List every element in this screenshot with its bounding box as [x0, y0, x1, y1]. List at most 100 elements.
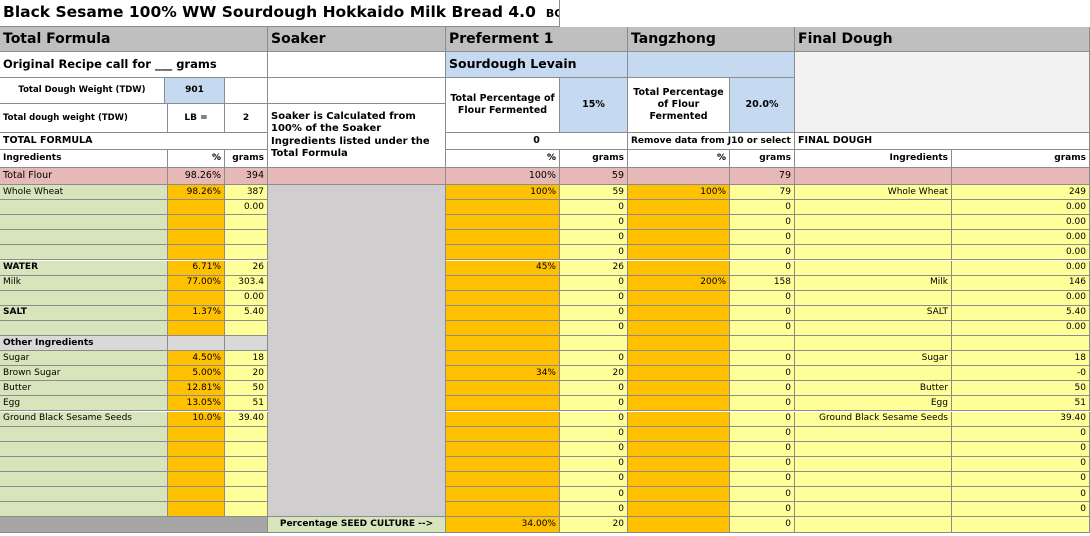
- total-flour-cell: [795, 168, 952, 185]
- ingredient-cell: [168, 230, 225, 246]
- ingredient-cell: Milk: [0, 275, 168, 291]
- ingredient-cell: Sugar: [795, 351, 952, 367]
- original-recipe: Original Recipe call for ___ grams: [0, 52, 268, 78]
- ingredient-cell: [795, 366, 952, 382]
- column-header: %: [446, 150, 560, 168]
- ingredient-cell: 0: [952, 456, 1090, 472]
- ingredient-cell: [0, 290, 168, 306]
- ingredient-cell: [446, 351, 560, 367]
- ingredient-cell: [0, 502, 168, 518]
- ingredient-cell: 34%: [446, 366, 560, 382]
- column-header: grams: [730, 150, 795, 168]
- ingredient-cell: 0: [730, 305, 795, 321]
- ingredient-cell: [446, 275, 560, 291]
- ingredient-cell: 0: [560, 471, 628, 487]
- column-header: grams: [952, 150, 1090, 168]
- ingredient-cell: [446, 381, 560, 397]
- ingredient-cell: 0: [560, 487, 628, 503]
- ingredient-cell: [446, 396, 560, 412]
- ingredient-cell: 0: [560, 200, 628, 216]
- ingredient-cell: 18: [952, 351, 1090, 367]
- ingredient-cell: [168, 336, 225, 352]
- ingredient-cell: 50: [952, 381, 1090, 397]
- ingredient-cell: [795, 320, 952, 336]
- ingredient-cell: Whole Wheat: [0, 185, 168, 201]
- ingredient-cell: [446, 290, 560, 306]
- ingredient-cell: 26: [225, 260, 268, 276]
- total-flour-cell: [952, 168, 1090, 185]
- tdw-value: 901: [165, 78, 225, 104]
- blank: [0, 517, 268, 533]
- ingredient-cell: 0: [730, 260, 795, 276]
- ingredient-cell: [628, 502, 730, 518]
- ingredient-cell: [0, 200, 168, 216]
- ingredient-cell: [225, 426, 268, 442]
- ingredient-cell: 79: [730, 185, 795, 201]
- ingredient-cell: [225, 456, 268, 472]
- ingredient-cell: [795, 487, 952, 503]
- total-flour-cell: 79: [730, 168, 795, 185]
- lb-value: 2: [225, 104, 268, 133]
- ingredient-cell: 39.40: [225, 411, 268, 427]
- ingredient-cell: WATER: [0, 260, 168, 276]
- column-header: %: [168, 150, 225, 168]
- ingredient-cell: 0: [730, 230, 795, 246]
- ingredient-cell: [628, 230, 730, 246]
- ingredient-cell: 0.00: [952, 245, 1090, 261]
- ingredient-cell: [628, 215, 730, 231]
- ingredient-cell: [168, 200, 225, 216]
- ingredient-cell: 10.0%: [168, 411, 225, 427]
- ingredient-cell: [225, 215, 268, 231]
- blank: [225, 78, 268, 104]
- ingredient-cell: 12.81%: [168, 381, 225, 397]
- ingredient-cell: [628, 351, 730, 367]
- ingredient-cell: 0: [730, 426, 795, 442]
- ingredient-cell: [225, 502, 268, 518]
- ingredient-cell: [952, 336, 1090, 352]
- ingredient-cell: 50: [225, 381, 268, 397]
- ingredient-cell: 26: [560, 260, 628, 276]
- ingredient-cell: [168, 471, 225, 487]
- ingredient-cell: 0: [560, 245, 628, 261]
- section-header: Preferment 1: [446, 27, 628, 52]
- ingredient-cell: [446, 426, 560, 442]
- ingredient-cell: 0: [730, 471, 795, 487]
- final-dough-label: FINAL DOUGH: [795, 133, 1090, 150]
- ingredient-cell: 45%: [446, 260, 560, 276]
- ingredient-cell: [0, 441, 168, 457]
- ingredient-cell: 0: [730, 320, 795, 336]
- ingredient-cell: 5.40: [225, 305, 268, 321]
- ingredient-cell: 0.00: [225, 200, 268, 216]
- ingredient-cell: [0, 471, 168, 487]
- ingredient-cell: [225, 245, 268, 261]
- section-header: Total Formula: [0, 27, 268, 52]
- ingredient-cell: 0: [560, 215, 628, 231]
- ingredient-cell: 0.00: [952, 260, 1090, 276]
- blank: [795, 52, 1090, 133]
- section-header: Soaker: [268, 27, 446, 52]
- ingredient-cell: 51: [952, 396, 1090, 412]
- ingredient-cell: [168, 502, 225, 518]
- ingredient-cell: 0: [730, 456, 795, 472]
- column-header: %: [628, 150, 730, 168]
- ingredient-cell: 0: [952, 441, 1090, 457]
- ingredient-cell: [446, 471, 560, 487]
- seed-culture-label: Percentage SEED CULTURE -->: [268, 517, 446, 533]
- ingredient-cell: 100%: [446, 185, 560, 201]
- total-flour-cell: 98.26%: [168, 168, 225, 185]
- ingredient-cell: [225, 336, 268, 352]
- ingredient-cell: [795, 426, 952, 442]
- soaker-note: Soaker is Calculated from 100% of the So…: [268, 104, 446, 168]
- ingredient-cell: [628, 260, 730, 276]
- ingredient-cell: [628, 366, 730, 382]
- ingredient-cell: 0: [560, 502, 628, 518]
- ingredient-cell: [446, 230, 560, 246]
- author: BChang: [545, 6, 559, 20]
- ingredient-cell: [628, 456, 730, 472]
- ingredient-cell: [730, 336, 795, 352]
- ingredient-cell: [628, 487, 730, 503]
- ingredient-cell: [0, 487, 168, 503]
- blank: [628, 517, 730, 533]
- ingredient-cell: 18: [225, 351, 268, 367]
